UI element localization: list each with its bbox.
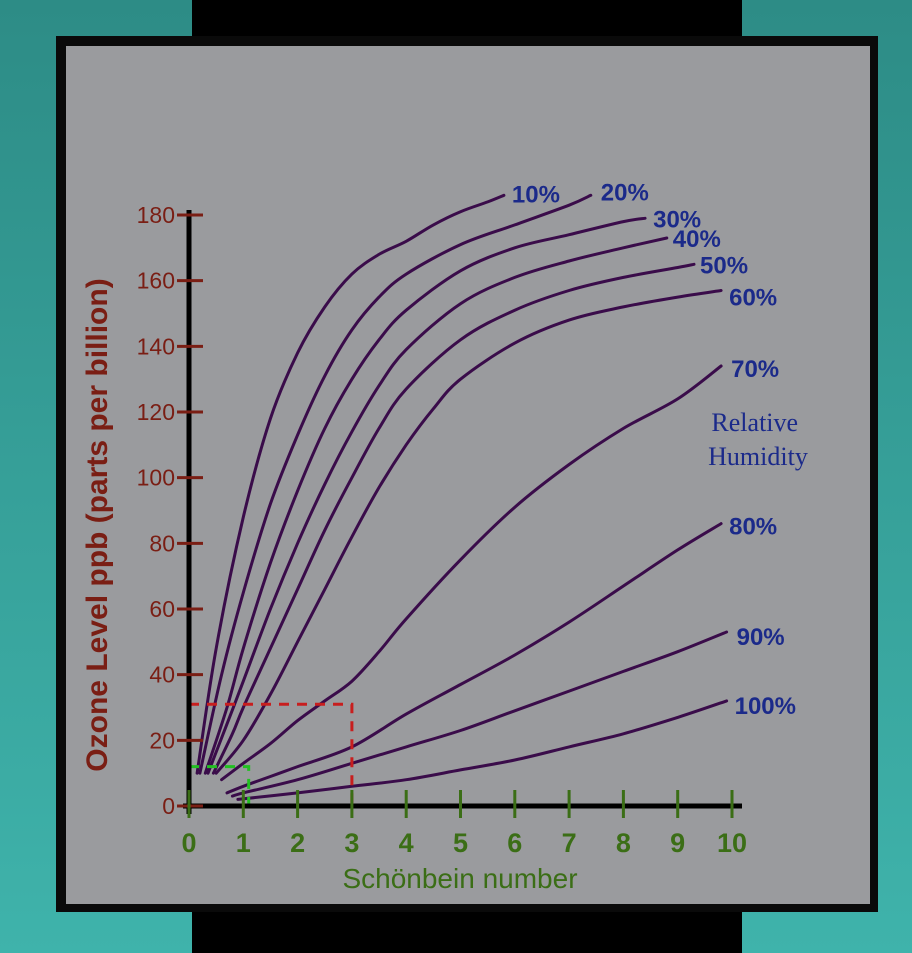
curve-100pct — [236, 699, 729, 801]
curve-60pct — [214, 289, 723, 775]
green-guide — [189, 765, 251, 806]
x-axis-label: Schönbein number — [342, 863, 577, 894]
curve-label-50pct: 50% — [700, 252, 748, 279]
curves-group: 10% 20%30%40%50% 60% 70% 80% 90% 100% — [195, 179, 796, 801]
y-tick-label: 180 — [137, 202, 175, 228]
ticks-group: 0 20 40 60 80 100 120 140 160 180 0 1 2 3 4 5 6 7 8 9 10 — [137, 202, 747, 858]
curve-90pct — [230, 630, 729, 798]
black-band-top — [192, 0, 742, 40]
y-tick-label: 40 — [149, 662, 175, 688]
x-tick-label: 4 — [399, 828, 414, 858]
curve-20pct — [198, 193, 593, 775]
legend-title-line-2: Humidity — [708, 442, 808, 471]
x-tick-label: 1 — [236, 828, 251, 858]
curve-label-20pct: 20% — [601, 179, 649, 206]
x-tick-label: 10 — [717, 828, 747, 858]
curve-40pct — [206, 236, 669, 775]
x-tick-label: 8 — [616, 828, 631, 858]
curve-label-80pct: 80% — [729, 514, 777, 541]
curve-label-30pct: 30% — [653, 206, 701, 233]
y-tick-label: 20 — [149, 727, 175, 753]
y-tick-label: 140 — [137, 333, 175, 359]
curve-80pct — [225, 522, 723, 795]
x-tick-label: 9 — [670, 828, 685, 858]
x-tick-label: 3 — [344, 828, 359, 858]
y-tick-label: 0 — [162, 793, 175, 819]
y-tick-label: 120 — [137, 399, 175, 425]
legend-title-line-1: Relative — [711, 408, 798, 437]
black-band-bottom — [192, 913, 742, 953]
axes-group — [183, 210, 742, 814]
legend-title: Relative Humidity — [708, 408, 808, 471]
curve-label-90pct: 90% — [737, 624, 785, 651]
red-guide — [189, 702, 354, 806]
curve-30pct — [203, 216, 647, 775]
y-tick-label: 80 — [149, 530, 175, 556]
curve-70pct — [220, 364, 723, 782]
curve-label-100pct: 100% — [735, 693, 796, 720]
y-tick-label: 160 — [137, 268, 175, 294]
curve-label-10pct: 10% — [512, 181, 560, 208]
curve-label-40pct: 40% — [673, 226, 721, 253]
y-axis-label: Ozone Level ppb (parts per billion) — [81, 278, 114, 771]
curve-label-70pct: 70% — [731, 356, 779, 383]
x-tick-label: 6 — [507, 828, 522, 858]
curve-label-60pct: 60% — [729, 285, 777, 312]
x-tick-label: 7 — [562, 828, 577, 858]
y-tick-label: 60 — [149, 596, 175, 622]
x-tick-label: 0 — [181, 828, 196, 858]
curve-50pct — [211, 262, 696, 775]
x-tick-label: 2 — [290, 828, 305, 858]
curve-10pct — [195, 193, 506, 775]
y-tick-label: 100 — [137, 465, 175, 491]
guides-group — [189, 702, 354, 806]
x-tick-label: 5 — [453, 828, 468, 858]
